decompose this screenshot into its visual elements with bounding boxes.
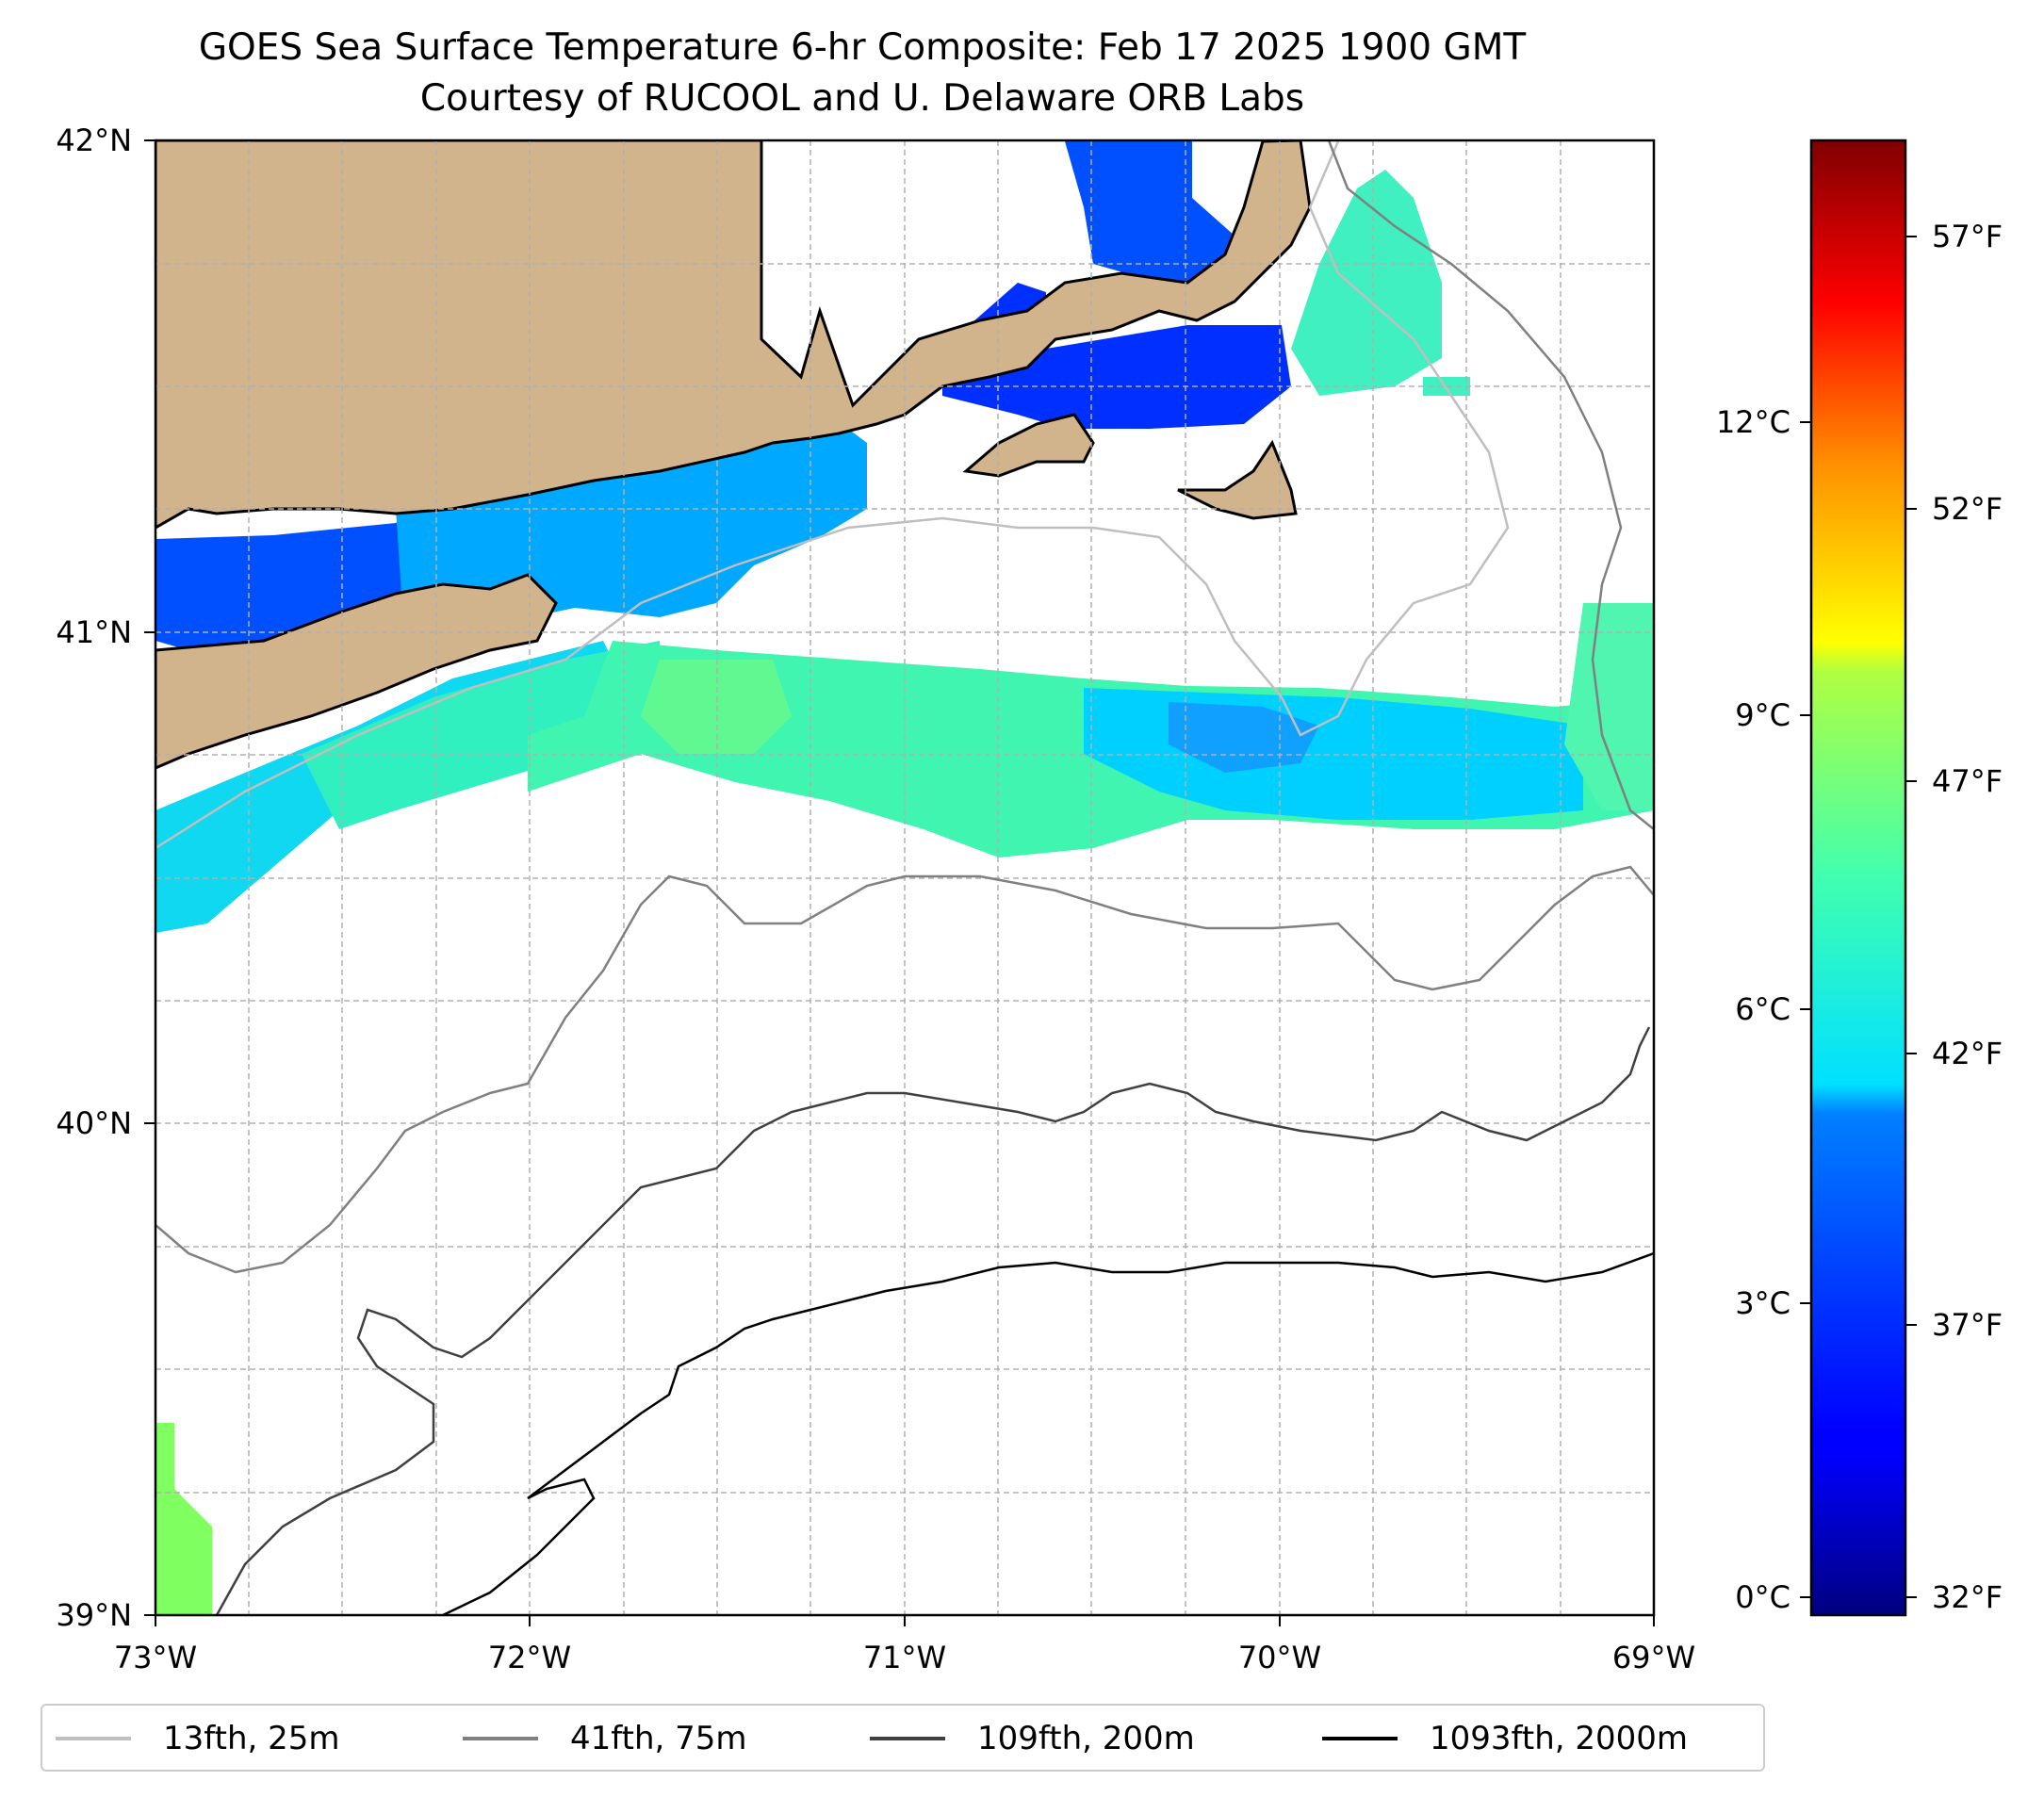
land-layer <box>155 140 1312 770</box>
sst-patch-southwest <box>155 1423 212 1615</box>
legend-label-200m: 109fth, 200m <box>977 1720 1195 1757</box>
legend: 13fth, 25m 41fth, 75m 109fth, 200m 1093f… <box>41 1704 1765 1772</box>
contour-75m <box>155 140 1654 1274</box>
legend-line-2000m <box>1322 1737 1398 1740</box>
lat-tick-40n: 40°N <box>56 1105 132 1141</box>
sst-patch-south-li-2 <box>302 641 660 829</box>
colorbar-c-3: 3°C <box>1735 1285 1791 1321</box>
legend-label-75m: 41fth, 75m <box>570 1720 747 1757</box>
map-subtitle: Courtesy of RUCOOL and U. Delaware ORB L… <box>419 77 1305 120</box>
land-long-island <box>155 573 558 770</box>
land-mainland <box>155 140 1312 530</box>
sst-patch-capecod-bay <box>1065 141 1235 283</box>
lon-tick-69w: 69°W <box>1612 1640 1695 1675</box>
colorbar-c-6: 6°C <box>1735 991 1791 1027</box>
legend-line-25m <box>56 1737 131 1740</box>
lon-tick-72w: 72°W <box>488 1640 571 1675</box>
lon-tick-73w: 73°W <box>114 1640 197 1675</box>
contours <box>155 140 1654 1615</box>
colorbar-f-42: 42°F <box>1932 1036 2003 1071</box>
legend-item-2000m: 1093fth, 2000m <box>1322 1717 1688 1760</box>
lon-tick-71w: 71°W <box>863 1640 946 1675</box>
legend-item-200m: 109fth, 200m <box>870 1717 1195 1760</box>
legend-line-75m <box>463 1737 538 1740</box>
sst-patch-east <box>1564 603 1654 810</box>
map-title: GOES Sea Surface Temperature 6-hr Compos… <box>198 26 1527 69</box>
lon-tick-70w: 70°W <box>1238 1640 1321 1675</box>
sst-patch-green-mid <box>641 660 792 754</box>
colorbar-f-47: 47°F <box>1932 763 2003 799</box>
lat-tick-39n: 39°N <box>56 1597 132 1633</box>
map-area <box>155 140 1654 1615</box>
colorbar-c-12: 12°C <box>1716 404 1791 440</box>
lat-tick-42n: 42°N <box>56 123 132 158</box>
axis-ticks <box>144 139 1655 1626</box>
land-marthas-vineyard <box>962 413 1095 478</box>
contour-200m <box>215 1026 1651 1615</box>
contour-25m <box>155 140 1510 850</box>
lat-tick-41n: 41°N <box>56 614 132 650</box>
grid-lines <box>155 140 1654 1615</box>
colorbar-f-57: 57°F <box>1932 219 2003 254</box>
legend-label-25m: 13fth, 25m <box>163 1720 340 1757</box>
contour-2000m <box>442 1251 1654 1615</box>
legend-item-25m: 13fth, 25m <box>56 1717 340 1760</box>
colorbar-c-0: 0°C <box>1735 1579 1791 1615</box>
legend-label-2000m: 1093fth, 2000m <box>1430 1720 1689 1757</box>
colorbar-f-32: 32°F <box>1932 1579 2003 1615</box>
colorbar-c-9: 9°C <box>1735 697 1791 733</box>
colorbar-ticks <box>1800 236 1917 1598</box>
legend-item-75m: 41fth, 75m <box>463 1717 747 1760</box>
colorbar-f-52: 52°F <box>1932 491 2003 527</box>
land-nantucket <box>1177 439 1298 520</box>
sst-patch-cape-east <box>1291 170 1442 396</box>
legend-line-200m <box>870 1737 945 1740</box>
colorbar <box>1809 139 1907 1617</box>
colorbar-f-37: 37°F <box>1932 1307 2003 1343</box>
